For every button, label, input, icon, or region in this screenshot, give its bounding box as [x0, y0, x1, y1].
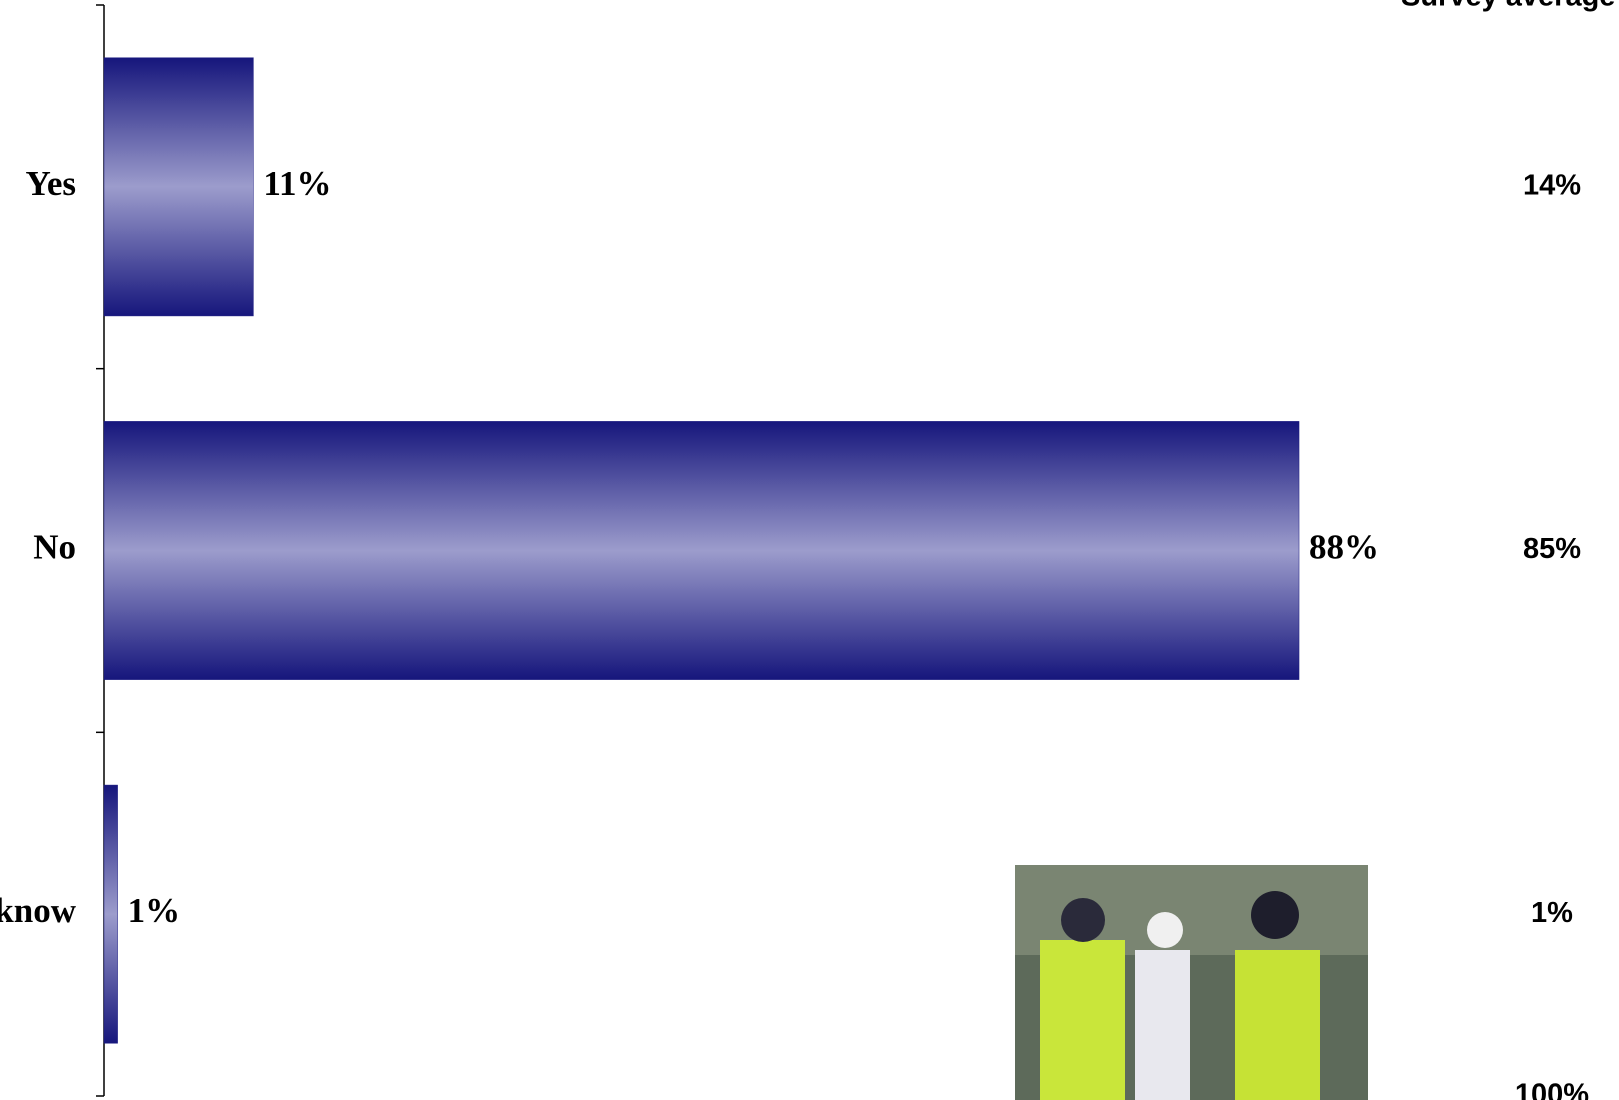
bar: [104, 421, 1299, 679]
y-tick-label: Yes: [25, 164, 76, 203]
comparison-total: 100%: [1515, 1079, 1589, 1100]
y-tick-label: No: [33, 528, 76, 567]
bar-value-label: 11%: [263, 164, 331, 203]
bar-value-label: 1%: [128, 891, 181, 930]
comparison-value: 85%: [1523, 533, 1581, 565]
bar-value-label: 88%: [1309, 528, 1379, 567]
bar: [104, 58, 253, 316]
bar: [104, 785, 118, 1043]
photo: [1015, 865, 1368, 1100]
chart: Survey average 100% Yes 11% 14% No 88% 85% Don…: [0, 0, 1619, 1100]
y-tick-label: Don't know: [0, 891, 77, 930]
comparison-title: Survey average: [1401, 0, 1615, 13]
comparison-value: 14%: [1523, 169, 1581, 201]
comparison-value: 1%: [1531, 897, 1573, 929]
